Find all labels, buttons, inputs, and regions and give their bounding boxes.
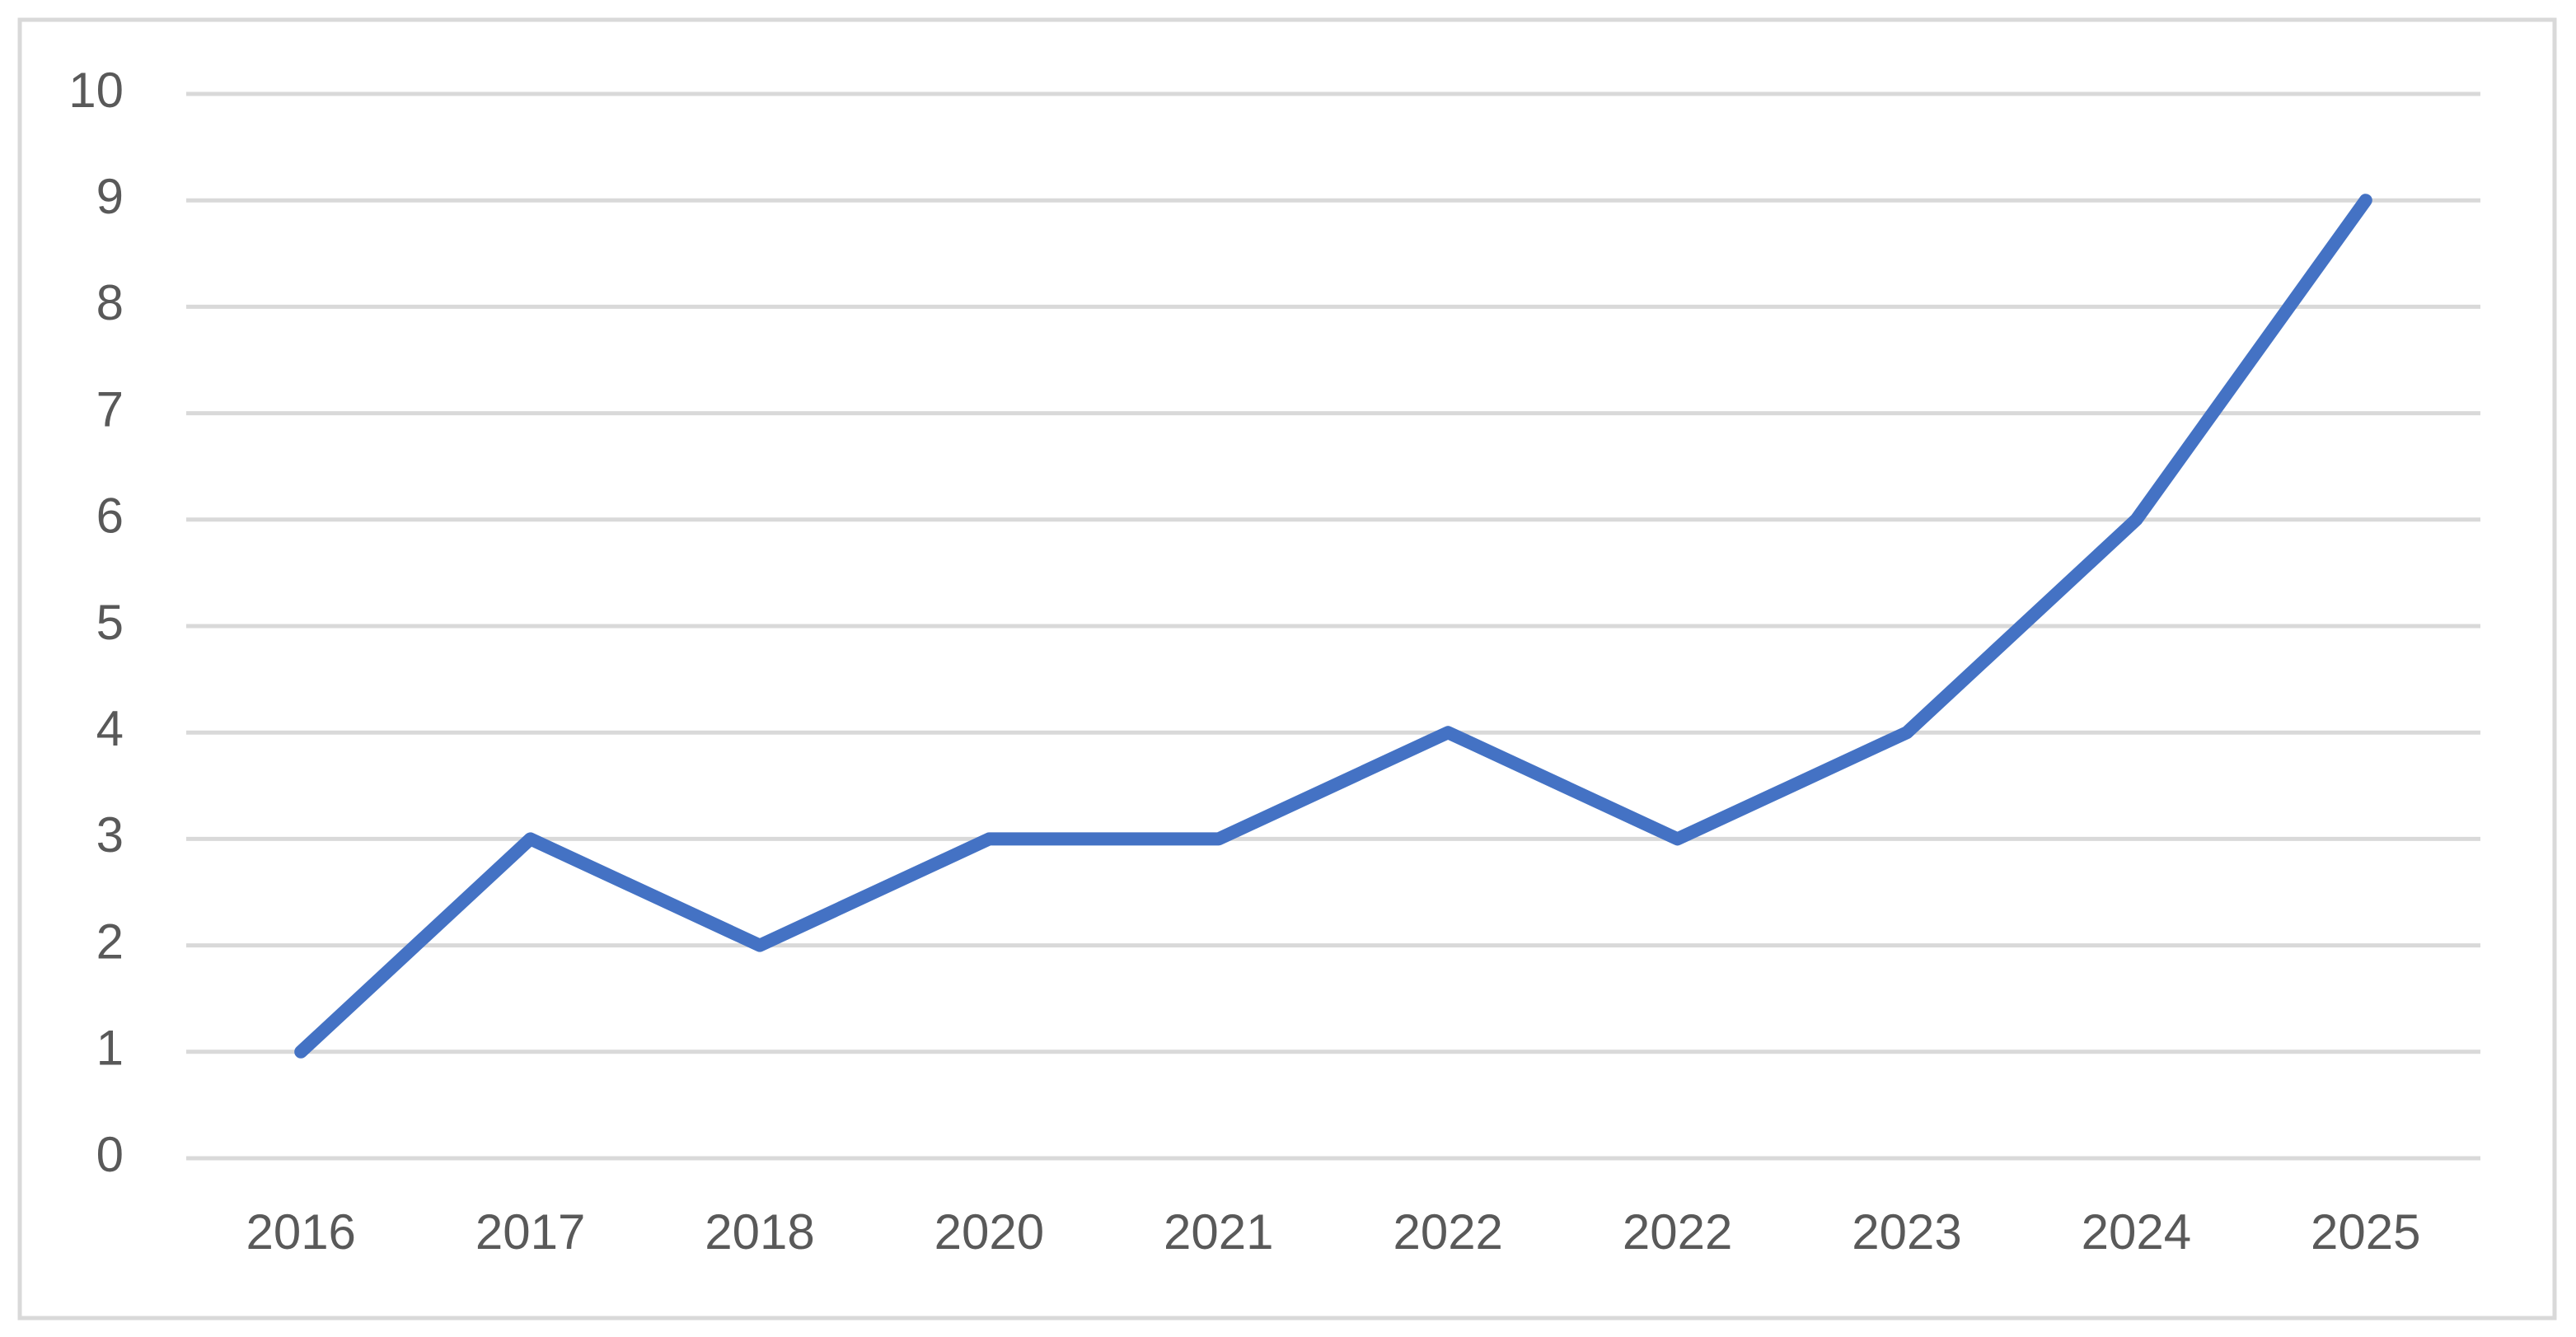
y-tick-label: 8 bbox=[96, 275, 124, 330]
x-tick-label: 2025 bbox=[2311, 1204, 2420, 1260]
y-tick-label: 4 bbox=[96, 701, 124, 756]
x-tick-label: 2018 bbox=[705, 1204, 814, 1260]
y-tick-label: 10 bbox=[68, 63, 124, 118]
x-tick-label: 2016 bbox=[246, 1204, 355, 1260]
y-tick-label: 2 bbox=[96, 914, 124, 969]
x-tick-label: 2022 bbox=[1393, 1204, 1502, 1260]
x-tick-label: 2020 bbox=[934, 1204, 1044, 1260]
chart-border bbox=[17, 17, 2557, 1321]
data-line bbox=[294, 194, 2372, 1059]
y-tick-label: 9 bbox=[96, 169, 124, 224]
x-tick-label: 2023 bbox=[1852, 1204, 1961, 1260]
y-tick-label: 0 bbox=[96, 1127, 124, 1182]
x-tick-label: 2017 bbox=[475, 1204, 585, 1260]
y-tick-label: 3 bbox=[96, 807, 124, 863]
x-tick-label: 2022 bbox=[1623, 1204, 1732, 1260]
y-tick-label: 1 bbox=[96, 1021, 124, 1076]
y-tick-label: 5 bbox=[96, 595, 124, 650]
x-tick-label: 2021 bbox=[1164, 1204, 1273, 1260]
y-tick-label: 6 bbox=[96, 489, 124, 544]
x-tick-label: 2024 bbox=[2082, 1204, 2191, 1260]
y-tick-label: 7 bbox=[96, 381, 124, 437]
